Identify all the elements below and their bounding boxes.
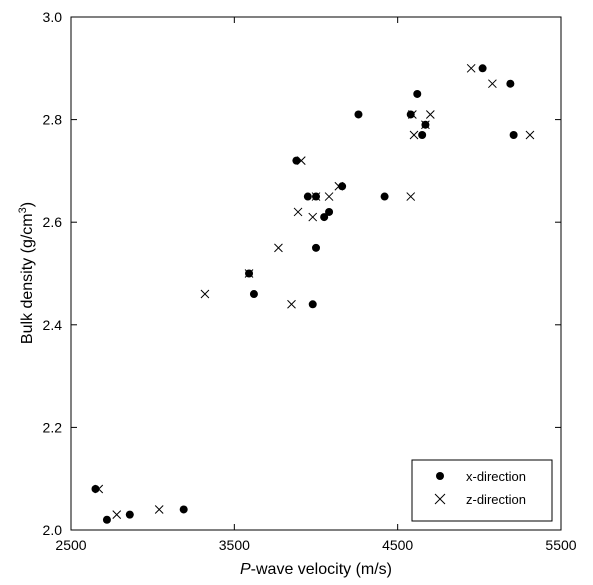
point-x-direction [125,510,134,519]
point-x-direction [325,207,334,216]
point-z-direction [425,110,435,119]
x-tick-label: 3500 [219,537,250,553]
y-tick-label: 2.4 [43,317,63,333]
legend-marker-x-direction [436,472,444,480]
point-x-direction [509,130,518,139]
point-z-direction [94,484,104,494]
legend-marker-z-direction [434,493,446,505]
point-z-direction [274,243,283,253]
point-x-direction [292,156,301,165]
point-x-direction [102,515,111,524]
y-tick-label: 2.6 [43,214,63,230]
x-tick-label: 4500 [382,537,413,553]
x-axis-title: P-wave velocity (m/s) [240,561,392,578]
point-z-direction [466,63,476,73]
point-x-direction [338,182,347,191]
y-tick-label: 2.0 [43,522,63,538]
point-x-direction [312,243,320,252]
x-axis-title-rest: -wave velocity (m/s) [251,561,392,578]
point-x-direction [320,213,329,222]
point-x-direction [303,192,312,201]
point-z-direction [324,192,334,201]
point-x-direction [380,192,389,201]
x-tick-label: 5500 [545,537,576,553]
y-tick-label: 3.0 [43,9,63,25]
point-z-direction [406,192,416,201]
point-z-direction [293,207,303,217]
point-x-direction [506,79,515,88]
point-z-direction [244,269,254,278]
point-z-direction [154,505,164,514]
point-z-direction [287,299,296,309]
x-tick-label: 2500 [55,537,86,553]
legend-label-z-direction: z-direction [466,492,526,507]
legend-box [411,459,553,522]
point-x-direction [478,64,487,73]
point-z-direction [112,510,122,519]
legend: x-direction z-direction [411,459,553,522]
point-z-direction [296,156,306,165]
legend-label-x-direction: x-direction [466,469,526,484]
point-x-direction [418,130,427,139]
point-x-direction [413,89,422,98]
y-axis-title-main: Bulk density (g/cm [19,213,36,344]
point-z-direction [421,120,430,130]
point-x-direction [179,505,188,514]
point-x-direction [406,110,415,119]
point-z-direction [409,130,419,140]
y-axis-title-sup: 3 [17,207,29,213]
axis-ticks [70,16,562,531]
data-points [91,63,535,524]
point-z-direction [200,289,210,299]
point-z-direction [334,181,344,191]
y-axis-title: Bulk density (g/cm3) [17,202,36,344]
point-z-direction [311,192,321,201]
axis-tick-labels: 2500 3500 4500 5500 2.0 2.2 2.4 2.6 2.8 3.0 [43,9,577,553]
plot-frame [70,16,562,531]
point-z-direction [488,79,497,89]
point-x-direction [249,290,258,299]
point-z-direction [408,110,417,119]
point-z-direction [525,130,535,140]
point-x-direction [308,300,317,309]
y-tick-label: 2.8 [43,112,63,128]
y-axis-title-close: ) [19,202,36,207]
point-x-direction [91,484,100,493]
point-x-direction [354,110,363,119]
point-z-direction [308,212,318,222]
x-axis-title-italic: P [240,561,251,578]
y-tick-label: 2.2 [43,419,63,435]
